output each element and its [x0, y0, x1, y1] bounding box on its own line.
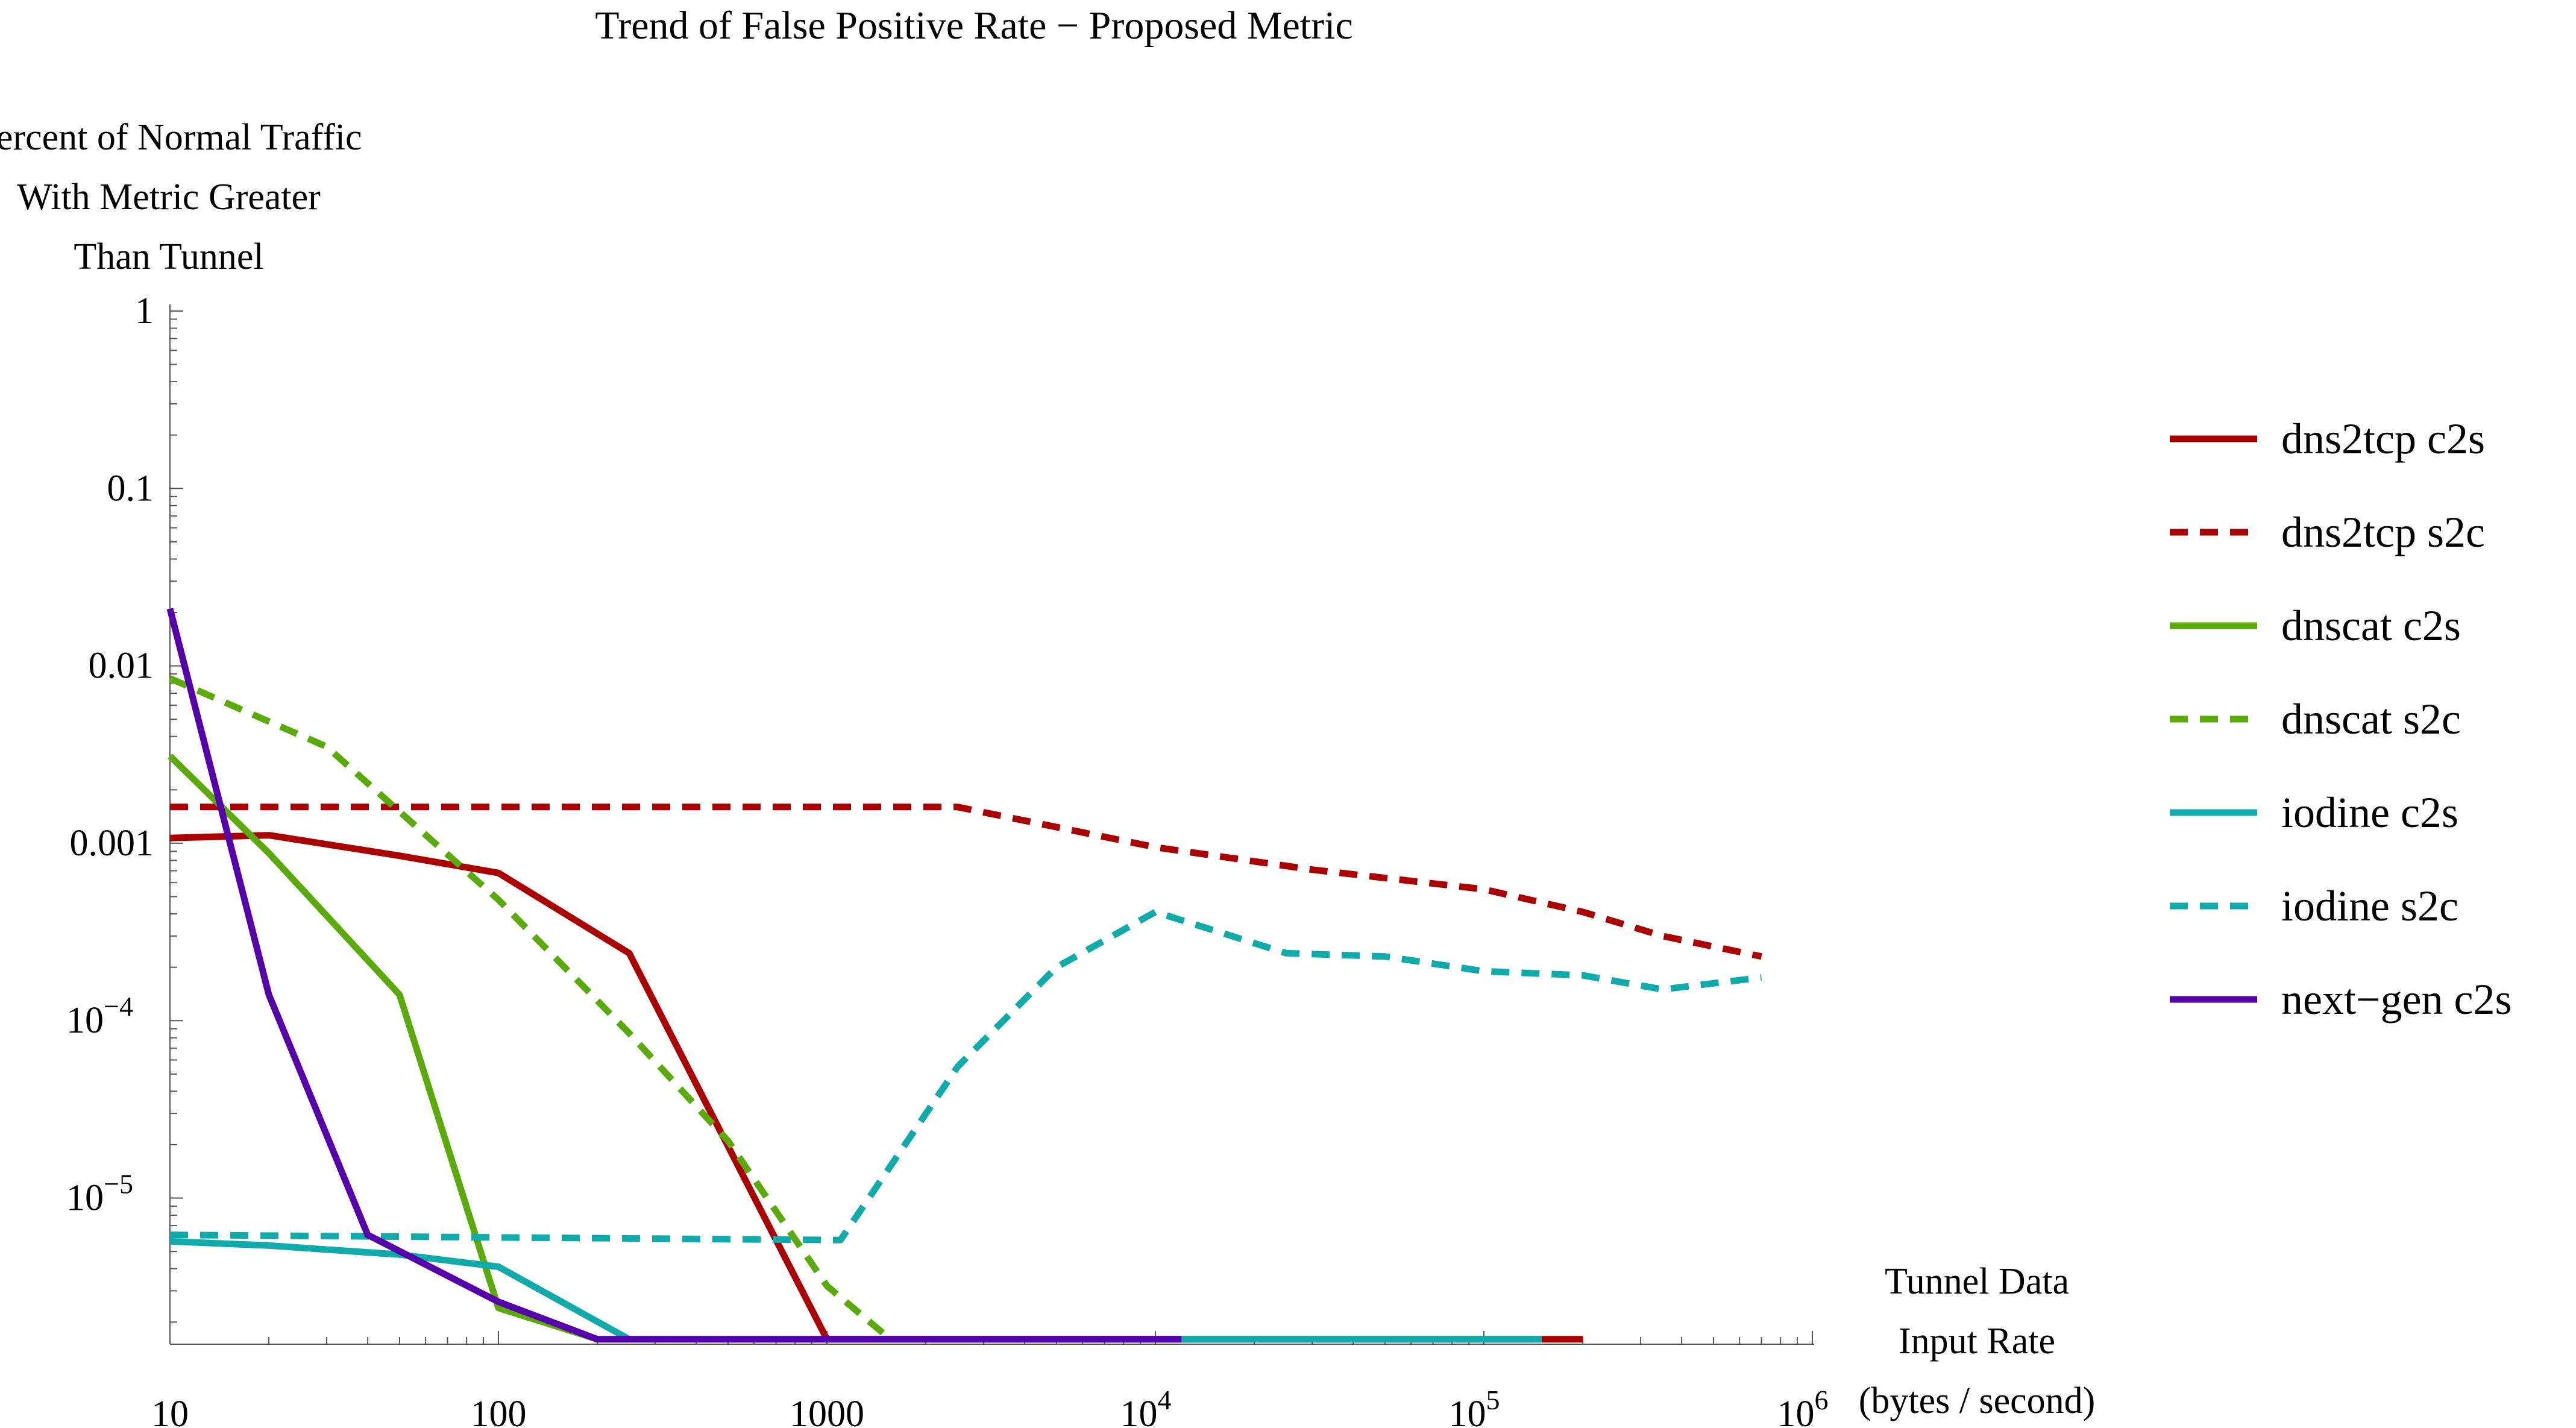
x-tick-label: 100: [471, 1394, 527, 1428]
y-axis-title-line: With Metric Greater: [17, 177, 321, 218]
x-axis-title-line: Tunnel Data: [1885, 1261, 2069, 1302]
series-line-1: [169, 832, 1583, 1343]
y-tick-label: 0.1: [107, 468, 154, 509]
y-tick-label: 0.01: [89, 646, 154, 687]
series-line-7: [166, 608, 1182, 1343]
y-axis-title: Percent of Normal Traffic With Metric Gr…: [0, 117, 362, 277]
legend-item: dnscat c2s: [2170, 602, 2461, 650]
legend-label: dns2tcp s2c: [2281, 508, 2485, 556]
legend-item: dns2tcp c2s: [2170, 415, 2485, 463]
legend-label: dnscat c2s: [2281, 602, 2461, 650]
x-tick-label: 106: [1777, 1385, 1829, 1428]
x-axis-title-line: Input Rate: [1899, 1321, 2055, 1362]
legend-item: iodine s2c: [2170, 882, 2458, 930]
legend-label: iodine s2c: [2281, 882, 2458, 930]
y-axis-title-line: Than Tunnel: [74, 236, 263, 277]
axes: 10 100 1000 104 105 106 1 0.1 0.01 0.001 10−4 10−5: [66, 291, 1829, 1428]
x-tick-label: 105: [1449, 1385, 1500, 1428]
series-line-2: [170, 804, 1762, 960]
y-tick-label: 0.001: [70, 823, 154, 864]
x-tick-label: 10: [151, 1394, 189, 1428]
legend-label: dns2tcp c2s: [2281, 415, 2485, 463]
legend-item: iodine c2s: [2170, 788, 2458, 837]
y-axis-title-line: Percent of Normal Traffic: [0, 117, 362, 158]
y-tick-label: 1: [135, 291, 154, 332]
legend-item: dns2tcp s2c: [2170, 508, 2485, 556]
series-line-4: [168, 675, 887, 1338]
x-tick-label: 1000: [790, 1394, 864, 1428]
legend-item: dnscat s2c: [2170, 695, 2461, 743]
series-line-6: [169, 908, 1762, 1244]
y-tick-label: 10−5: [66, 1169, 133, 1219]
chart-title: Trend of False Positive Rate − Proposed …: [595, 4, 1353, 48]
series-line-5: [169, 1238, 1542, 1343]
legend-label: next−gen c2s: [2281, 975, 2512, 1024]
legend-item: next−gen c2s: [2170, 975, 2512, 1024]
y-tick-label: 10−4: [66, 991, 133, 1041]
x-tick-label: 104: [1120, 1385, 1172, 1428]
legend: dns2tcp c2s dns2tcp s2c dnscat c2s dnscat s…: [2170, 415, 2512, 1024]
legend-label: dnscat s2c: [2281, 695, 2461, 743]
legend-label: iodine c2s: [2281, 788, 2458, 837]
x-axis-title-line: (bytes / second): [1859, 1380, 2096, 1421]
series-layer: [166, 608, 1762, 1343]
x-axis-title: Tunnel Data Input Rate (bytes / second): [1859, 1261, 2096, 1421]
